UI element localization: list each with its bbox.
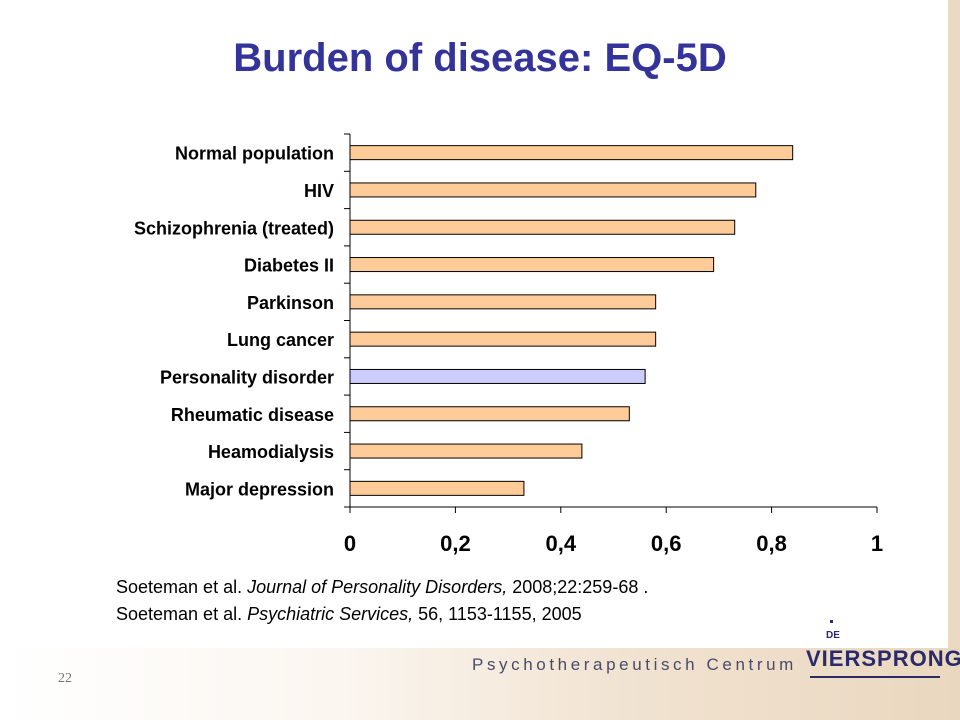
citation-1-details: 2008;22:259-68 . [507,577,649,597]
category-label: Schizophrenia (treated) [134,218,334,238]
citation-2-journal: Psychiatric Services, [247,604,414,624]
bar [349,257,715,273]
citation-2-details: 56, 1153-1155, 2005 [413,604,582,624]
citation-2-authors: Soeteman et al. [116,604,248,624]
category-label: Parkinson [247,293,334,313]
citation-2: Soeteman et al. Psychiatric Services, 56… [116,601,648,628]
category-label: Major depression [185,479,334,499]
x-tick-label: 0 [344,531,356,556]
bar [349,294,657,310]
bar [349,443,583,459]
category-label: Diabetes II [244,256,334,276]
logo-dot [830,620,833,623]
citation-1-journal: Journal of Personality Disorders, [247,577,508,597]
logo-prefix: DE [826,630,840,641]
bar [349,406,630,422]
bar-chart: Normal population HIV Schizophrenia (treat… [134,133,883,556]
bar [349,368,646,384]
category-label: Normal population [175,144,334,164]
x-tick-label: 0,4 [546,531,577,556]
category-label: Lung cancer [227,330,334,350]
footer-band [0,648,960,720]
x-tick-label: 0,8 [756,531,787,556]
logo-underline [810,676,940,678]
bar [349,182,757,198]
category-label: HIV [304,181,334,201]
bar [349,331,657,347]
page-number: 22 [58,671,72,686]
logo-name: VIERSPRONG [806,646,960,671]
citations: Soeteman et al. Journal of Personality D… [116,574,648,628]
right-edge-stripe [948,0,960,720]
bar [349,145,794,161]
category-label: Heamodialysis [208,442,334,462]
bar [349,480,525,496]
x-tick-label: 0,6 [651,531,682,556]
citation-1-authors: Soeteman et al. [116,577,248,597]
category-label: Rheumatic disease [171,405,334,425]
citation-1: Soeteman et al. Journal of Personality D… [116,574,648,601]
x-tick-label: 1 [871,531,883,556]
bar [349,219,736,235]
slide-title: Burden of disease: EQ-5D [233,36,727,80]
vierspong-logo: DE VIERSPRONG [806,620,960,690]
x-tick-label: 0,2 [440,531,471,556]
category-label: Personality disorder [160,367,334,387]
institute-name: Psychotherapeutisch Centrum [472,655,797,674]
